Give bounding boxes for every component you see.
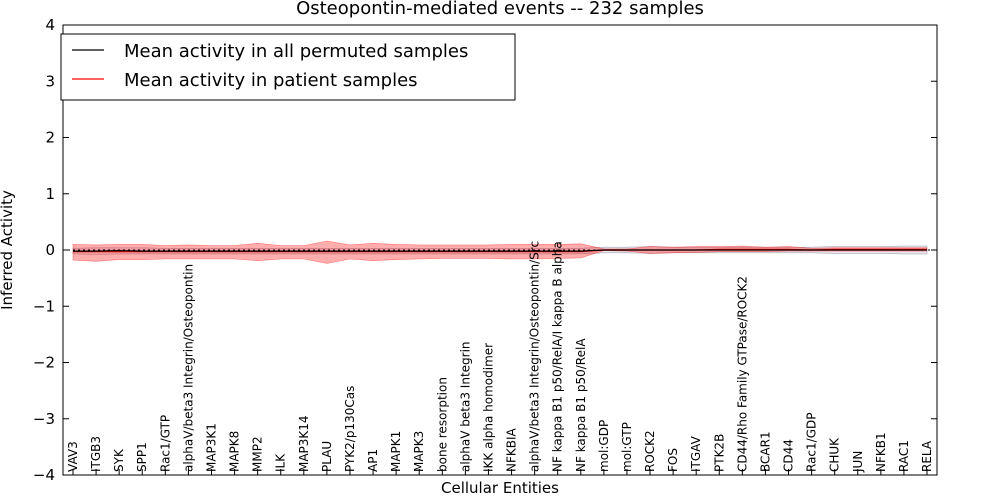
x-tick-label: PLAU bbox=[320, 441, 334, 472]
y-tick-label: 3 bbox=[45, 72, 55, 90]
y-tick-label: 2 bbox=[45, 129, 55, 147]
x-tick-label: RAC1 bbox=[897, 440, 911, 472]
y-tick-label: 1 bbox=[45, 185, 55, 203]
x-tick-label: PYK2/p130Cas bbox=[343, 386, 357, 472]
legend-label-permuted: Mean activity in all permuted samples bbox=[124, 41, 468, 62]
x-tick-label: FOS bbox=[666, 448, 680, 472]
x-tick-label: alphaV/beta3 Integrin/Osteopontin/Src bbox=[528, 241, 542, 472]
x-tick-label: alphaV beta3 Integrin bbox=[458, 341, 472, 472]
y-tick-label: 0 bbox=[45, 241, 55, 259]
legend: Mean activity in all permuted samples Me… bbox=[60, 33, 516, 101]
y-tick-label: −1 bbox=[33, 297, 55, 315]
y-tick-label: 4 bbox=[45, 16, 55, 34]
x-tick-label: ILK bbox=[274, 453, 288, 472]
x-tick-label: CD44/Rho Family GTPase/ROCK2 bbox=[735, 276, 749, 472]
x-tick-label: mol:GTP bbox=[620, 422, 634, 472]
x-tick-label: NFKB1 bbox=[874, 432, 888, 472]
chart-title: Osteopontin-mediated events -- 232 sampl… bbox=[296, 0, 704, 19]
y-axis-label: Inferred Activity bbox=[0, 190, 16, 310]
x-tick-label: MMP2 bbox=[251, 436, 265, 472]
y-tick-label: −4 bbox=[33, 466, 55, 484]
x-tick-label: NF kappa B1 p50/RelA bbox=[574, 338, 588, 472]
x-tick-label: Rac1/GDP bbox=[805, 413, 819, 472]
x-tick-label: bone resorption bbox=[435, 377, 449, 472]
y-axis: −4 −3 −2 −1 0 1 2 3 4 bbox=[33, 16, 937, 484]
y-tick-label: −3 bbox=[33, 410, 55, 428]
x-tick-label: IKK alpha homodimer bbox=[482, 343, 496, 472]
legend-label-patient: Mean activity in patient samples bbox=[124, 70, 418, 91]
plot-area bbox=[63, 240, 937, 264]
legend-box bbox=[60, 33, 516, 101]
x-tick-label: AP1 bbox=[366, 449, 380, 472]
x-tick-label: SPP1 bbox=[135, 442, 149, 472]
x-tick-label: RELA bbox=[920, 440, 934, 472]
x-tick-label: CD44 bbox=[782, 439, 796, 472]
permuted-band bbox=[72, 245, 928, 255]
x-tick-label: PTK2B bbox=[712, 434, 726, 472]
x-axis: VAV3 ITGB3 SYK SPP1 Rac1/GTP alphaV/beta3 Int… bbox=[66, 241, 934, 475]
x-tick-label: ITGAV bbox=[689, 435, 703, 472]
x-tick-label: alphaV/beta3 Integrin/Osteopontin bbox=[181, 264, 195, 472]
x-tick-label: Rac1/GTP bbox=[158, 415, 172, 472]
x-tick-label: MAPK1 bbox=[389, 431, 403, 472]
x-tick-label: CHUK bbox=[828, 437, 842, 472]
x-tick-label: SYK bbox=[112, 448, 126, 472]
x-axis-label: Cellular Entities bbox=[441, 479, 559, 497]
x-tick-label: MAPK3 bbox=[412, 431, 426, 472]
x-tick-label: NF kappa B1 p50/RelA/I kappa B alpha bbox=[551, 241, 565, 472]
x-tick-label: ROCK2 bbox=[643, 430, 657, 472]
x-tick-label: VAV3 bbox=[66, 441, 80, 472]
x-tick-label: ITGB3 bbox=[89, 436, 103, 472]
x-tick-label: MAP3K14 bbox=[297, 415, 311, 472]
x-tick-label: MAP3K1 bbox=[205, 423, 219, 472]
x-tick-label: mol:GDP bbox=[597, 420, 611, 472]
x-tick-label: MAPK8 bbox=[228, 431, 242, 472]
x-tick-label: JUN bbox=[851, 451, 865, 473]
permuted-mean-line bbox=[73, 249, 927, 252]
x-tick-label: BCAR1 bbox=[758, 431, 772, 472]
x-tick-label: NFKBIA bbox=[505, 427, 519, 472]
y-tick-label: −2 bbox=[33, 354, 55, 372]
